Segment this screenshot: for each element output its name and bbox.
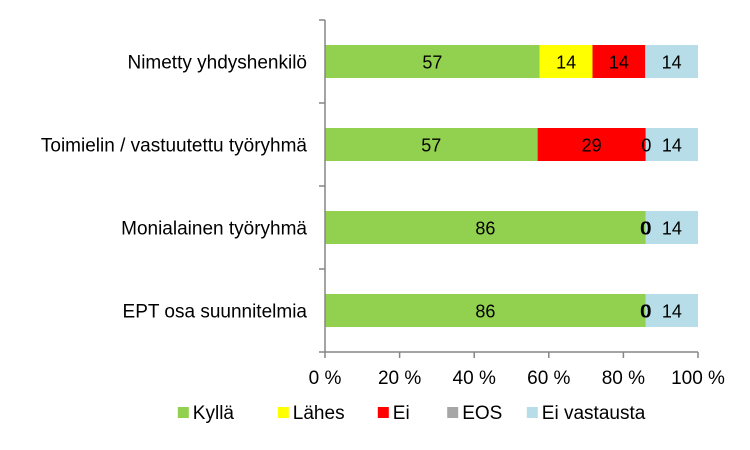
- bar-segment-kyll--0: [325, 45, 540, 78]
- legend-label: Ei vastausta: [542, 403, 646, 424]
- legend-item-kyll-: Kyllä: [177, 403, 235, 424]
- bar-segment-ei-1: [537, 128, 646, 161]
- x-tick-label: 20 %: [378, 368, 421, 389]
- category-label: Toimielin / vastuutettu työryhmä: [41, 136, 308, 157]
- category-label: Nimetty yhdyshenkilö: [127, 53, 307, 74]
- legend-swatch: [526, 407, 538, 418]
- data-label: 14: [662, 219, 682, 239]
- data-label: 57: [422, 53, 442, 73]
- x-tick-label: 60 %: [527, 368, 570, 389]
- data-label: 0: [641, 302, 651, 322]
- data-label: 86: [475, 219, 495, 239]
- data-label: 0: [641, 219, 651, 239]
- x-tick-label: 40 %: [453, 368, 496, 389]
- data-label: 0: [641, 219, 651, 239]
- data-label: 0: [641, 136, 651, 156]
- category-label: EPT osa suunnitelmia: [123, 302, 308, 323]
- data-label: 14: [609, 53, 629, 73]
- x-tick-label: 80 %: [602, 368, 645, 389]
- data-label: 0: [641, 302, 651, 322]
- bar-segment-ei-0: [592, 45, 646, 78]
- legend-item-eos: EOS: [447, 403, 502, 424]
- data-label: 0: [640, 302, 650, 322]
- data-label: 14: [662, 53, 682, 73]
- data-label: 0: [640, 219, 650, 239]
- x-tick-label: 100 %: [671, 368, 725, 389]
- data-label: 14: [556, 53, 576, 73]
- bar-segment-kyll--2: [325, 211, 646, 244]
- legend: Kyllä Lähes Ei EOS Ei vastausta: [177, 403, 646, 424]
- bar-segment-kyll--1: [325, 128, 538, 161]
- legend-swatch: [177, 407, 189, 418]
- bar-segment-kyll--3: [325, 294, 646, 327]
- bar-segment-ei-vastausta-1: [645, 128, 698, 161]
- labels-layer: Nimetty yhdyshenkilö Toimielin / vastuute…: [41, 53, 725, 390]
- legend-label: EOS: [462, 403, 502, 424]
- bar-segment-ei-vastausta-0: [645, 45, 698, 78]
- axes-layer: [319, 19, 699, 358]
- legend-label: Kyllä: [193, 403, 235, 424]
- legend-swatch: [447, 407, 459, 418]
- legend-label: Ei: [393, 403, 410, 424]
- data-label: 14: [662, 136, 682, 156]
- data-label: 14: [662, 302, 682, 322]
- legend-item-l-hes: Lähes: [277, 403, 345, 424]
- data-label: 29: [582, 136, 602, 156]
- legend-swatch: [377, 407, 389, 418]
- bars-layer: [325, 45, 698, 327]
- bar-segment-ei-vastausta-2: [645, 211, 698, 244]
- category-label: Monialainen työryhmä: [121, 219, 307, 240]
- data-label: 57: [421, 136, 441, 156]
- data-label: 86: [475, 302, 495, 322]
- x-tick-label: 0 %: [309, 368, 342, 389]
- legend-item-ei-vastausta: Ei vastausta: [526, 403, 646, 424]
- legend-label: Lähes: [293, 403, 345, 424]
- legend-swatch: [277, 407, 289, 418]
- bar-segment-ei-vastausta-3: [645, 294, 698, 327]
- legend-item-ei: Ei: [377, 403, 410, 424]
- bar-segment-l-hes-0: [539, 45, 593, 78]
